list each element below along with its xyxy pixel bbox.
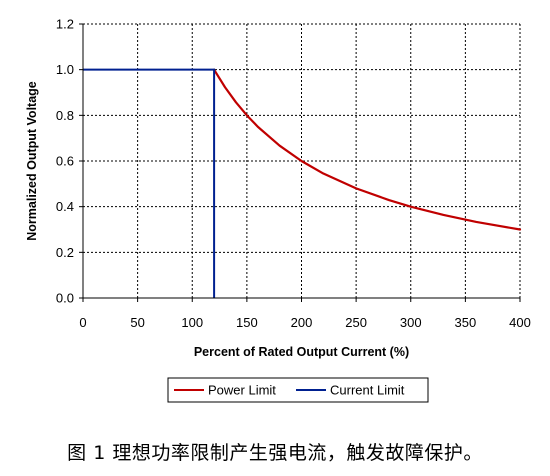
x-tick-label: 250 xyxy=(345,315,367,330)
axes xyxy=(79,23,521,302)
legend-label-power-limit: Power Limit xyxy=(208,383,276,398)
y-axis-title: Normalized Output Voltage xyxy=(25,81,39,241)
legend-label-current-limit: Current Limit xyxy=(330,383,405,398)
y-tick-label: 1.0 xyxy=(56,62,74,77)
y-tick-label: 0.2 xyxy=(56,245,74,260)
y-tick-label: 0.6 xyxy=(56,154,74,169)
x-tick-label: 50 xyxy=(130,315,144,330)
x-tick-label: 150 xyxy=(236,315,258,330)
y-tick-label: 0.0 xyxy=(56,291,74,306)
series-current-limit-line xyxy=(83,68,216,298)
y-tick-label: 1.2 xyxy=(56,17,74,32)
series-power-limit-line xyxy=(213,68,522,231)
figure-caption: 图 1 理想功率限制产生强电流，触发故障保护。 xyxy=(67,442,483,464)
series-layer xyxy=(83,68,522,298)
x-axis-title: Percent of Rated Output Current (%) xyxy=(194,345,409,359)
y-tick-label: 0.8 xyxy=(56,108,74,123)
legend: Power Limit Current Limit xyxy=(167,377,429,403)
x-tick-label: 200 xyxy=(291,315,313,330)
y-tick-label: 0.4 xyxy=(56,199,74,214)
x-tick-label: 0 xyxy=(79,315,86,330)
x-tick-label: 350 xyxy=(455,315,477,330)
x-tick-label: 100 xyxy=(181,315,203,330)
tick-labels: 0.0 0.2 0.4 0.6 0.8 1.0 1.2 0 50 100 150 200 250 300 3… xyxy=(56,17,531,331)
x-tick-label: 400 xyxy=(509,315,531,330)
grid xyxy=(83,23,521,298)
x-tick-label: 300 xyxy=(400,315,422,330)
